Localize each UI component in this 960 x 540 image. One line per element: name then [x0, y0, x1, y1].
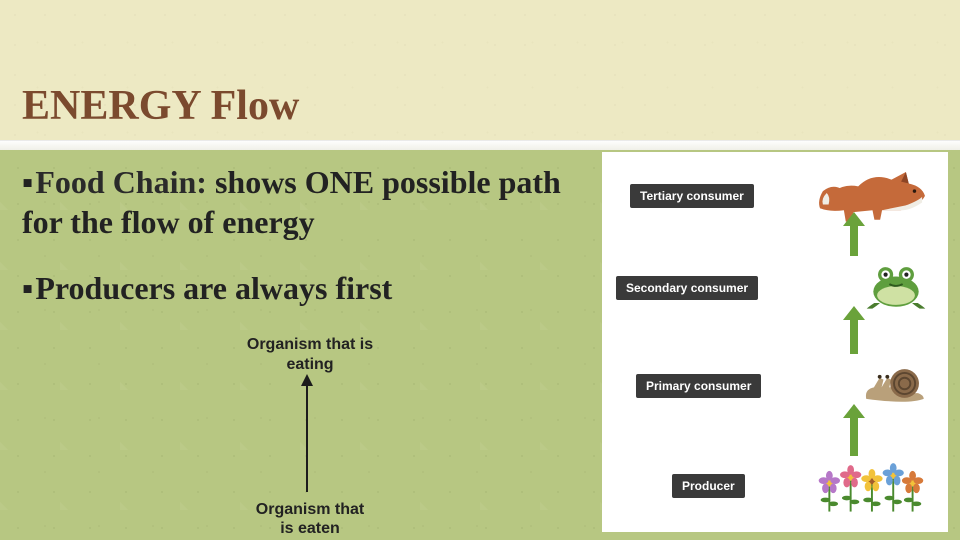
bullet-text: Producers are always first [35, 270, 392, 306]
bullet-producers: ▪Producers are always first [22, 268, 582, 308]
bullet-marker: ▪ [22, 164, 33, 200]
arrow-label-top: Organism that is eating [210, 335, 410, 375]
arrow-label-bot-l1: Organism that [256, 501, 364, 518]
snail-icon [860, 361, 930, 412]
diagram-label: Primary consumer [636, 374, 761, 398]
diagram-label: Tertiary consumer [630, 184, 754, 208]
diagram-row-tertiary: Tertiary consumer [602, 160, 948, 232]
diagram-row-secondary: Secondary consumer [602, 252, 948, 324]
diagram-row-producer: Producer [602, 450, 948, 522]
arrow-label-bottom: Organism that is eaten [210, 500, 410, 538]
arrow-up-icon [306, 384, 308, 492]
bullet-marker: ▪ [22, 270, 33, 306]
bullet-food-chain: ▪Food Chain: shows ONE possible path for… [22, 162, 582, 242]
arrow-label-bot-l2: is eaten [280, 520, 340, 537]
arrow-label-top-l2: eating [286, 356, 333, 373]
slide: ENERGY Flow ▪Food Chain: shows ONE possi… [0, 0, 960, 540]
divider [0, 140, 960, 150]
food-chain-diagram: Tertiary consumer Secondary consumer [602, 152, 948, 532]
diagram-label: Secondary consumer [616, 276, 758, 300]
diagram-label: Producer [672, 474, 745, 498]
fox-icon [815, 163, 930, 230]
bullet-term: Food Chain: [35, 164, 207, 200]
flowers-icon [810, 454, 930, 519]
page-title: ENERGY Flow [22, 82, 299, 130]
frog-icon [862, 260, 930, 317]
diagram-row-primary: Primary consumer [602, 350, 948, 422]
arrow-label-top-l1: Organism that is [247, 336, 373, 353]
diagram-arrow-icon [850, 318, 858, 354]
